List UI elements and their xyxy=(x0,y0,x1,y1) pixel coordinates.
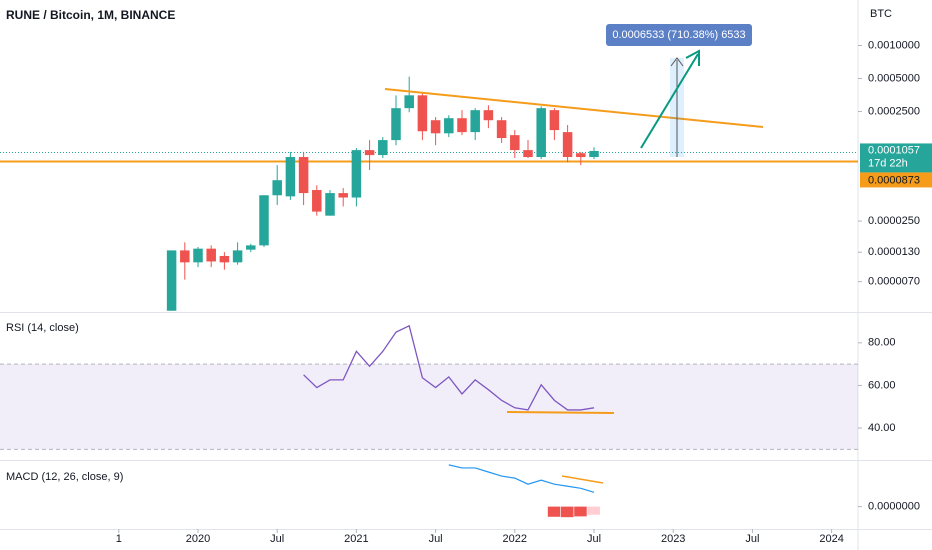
level-label: 0.0000873 xyxy=(868,174,920,186)
candle-body xyxy=(364,150,375,156)
measure-arrow xyxy=(670,57,684,67)
candle-body xyxy=(206,248,216,262)
x-tick-label: Jul xyxy=(429,533,443,545)
macd-trend-line xyxy=(561,475,604,484)
trend-line xyxy=(384,88,764,128)
candle-body xyxy=(378,140,388,156)
candle-body xyxy=(404,95,414,109)
candle-body xyxy=(219,255,230,263)
level-badge xyxy=(860,172,932,188)
candle-body xyxy=(589,150,599,158)
candle-body xyxy=(166,250,177,311)
pane xyxy=(0,324,858,450)
y-tick-label: 0.0002500 xyxy=(868,105,920,117)
histogram-bar xyxy=(547,506,561,517)
pane xyxy=(448,464,600,518)
candle-body xyxy=(562,132,573,158)
x-tick-label: 2024 xyxy=(819,533,843,545)
x-tick-label: 2022 xyxy=(503,533,527,545)
candle-body xyxy=(298,157,309,194)
y-tick-label: 0.0000130 xyxy=(868,246,920,258)
price-unit: BTC xyxy=(870,8,892,20)
y-tick-label: 0.0000250 xyxy=(868,215,920,227)
countdown-label: 17d 22h xyxy=(868,157,908,169)
macd-title: MACD (12, 26, close, 9) xyxy=(6,471,123,483)
x-tick-label: 2021 xyxy=(344,533,368,545)
candle-body xyxy=(232,250,243,263)
plot-area: 1 2020 Jul 2021 Jul 2022 Jul 2023 Jul 2024 0.00100… xyxy=(0,39,932,545)
x-tick-label: Jul xyxy=(587,533,601,545)
candle-body xyxy=(325,193,335,216)
candle-body xyxy=(259,195,269,246)
candle-body xyxy=(391,108,401,141)
macd-line xyxy=(448,464,595,493)
rsi-line xyxy=(303,324,595,411)
x-tick-label: 1 xyxy=(116,533,122,545)
y-tick-label: 0.0000070 xyxy=(868,276,920,288)
x-tick-label: 2023 xyxy=(661,533,685,545)
candle-body xyxy=(430,120,441,134)
histogram-bar xyxy=(561,506,574,518)
candle-body xyxy=(312,190,322,212)
y-tick-label: 0.0000000 xyxy=(868,501,920,513)
candle-body xyxy=(193,248,203,263)
rsi-trend-line xyxy=(506,411,615,414)
x-tick-label: 2020 xyxy=(186,533,210,545)
y-tick-label: 0.0005000 xyxy=(868,72,920,84)
candle-body xyxy=(180,250,190,263)
projection-arrowhead xyxy=(685,49,700,66)
candle-body xyxy=(444,118,454,134)
candle-body xyxy=(549,110,560,131)
measure-box xyxy=(606,24,752,46)
candle-body xyxy=(246,245,256,250)
histogram-bar xyxy=(574,506,587,517)
candle-body xyxy=(417,95,428,132)
projection-arrow xyxy=(640,53,699,149)
last-price-badge xyxy=(860,143,932,173)
candle-body xyxy=(285,157,296,197)
candle-body xyxy=(470,110,480,133)
pane xyxy=(0,76,858,311)
x-tick-label: Jul xyxy=(270,533,284,545)
y-tick-label: 40.00 xyxy=(868,422,896,434)
candle-body xyxy=(272,180,282,196)
candle-body xyxy=(483,110,494,121)
measure-label: 0.0006533 (710.38%) 6533 xyxy=(612,29,745,41)
candle-body xyxy=(510,135,520,151)
candle-body xyxy=(338,193,348,198)
y-tick-label: 60.00 xyxy=(868,379,896,391)
x-tick-label: Jul xyxy=(745,533,759,545)
rsi-title: RSI (14, close) xyxy=(6,322,79,334)
y-tick-label: 80.00 xyxy=(868,337,896,349)
candle-body xyxy=(536,108,546,158)
candle-body xyxy=(576,153,586,158)
last-price-label: 0.0001057 xyxy=(868,144,920,156)
candle-body xyxy=(523,150,533,158)
chart-title: RUNE / Bitcoin, 1M, BINANCE xyxy=(6,8,175,22)
rsi-band xyxy=(0,364,858,450)
candle-body xyxy=(457,118,467,133)
histogram-bar xyxy=(587,506,600,515)
candle-body xyxy=(351,150,362,198)
y-tick-label: 0.0010000 xyxy=(868,39,920,51)
candle-body xyxy=(496,120,507,139)
